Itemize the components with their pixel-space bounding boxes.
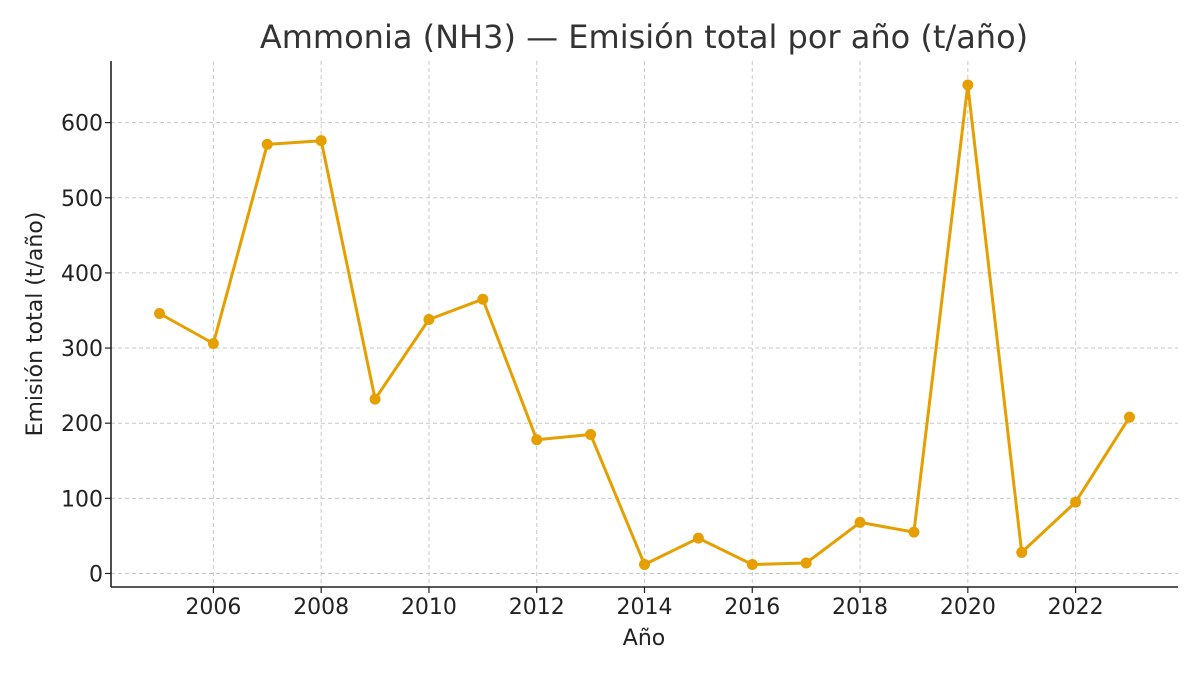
chart-title: Ammonia (NH3) — Emisión total por año (t… bbox=[260, 18, 1028, 56]
y-tick-label: 100 bbox=[61, 487, 103, 512]
x-tick-label: 2022 bbox=[1048, 595, 1104, 620]
y-tick-label: 400 bbox=[61, 262, 103, 287]
x-tick-label: 2020 bbox=[940, 595, 996, 620]
data-point bbox=[854, 516, 866, 528]
data-point bbox=[531, 434, 543, 446]
y-tick-label: 500 bbox=[61, 187, 103, 212]
x-tick-label: 2016 bbox=[724, 595, 780, 620]
data-point bbox=[423, 313, 435, 325]
data-point bbox=[154, 307, 165, 319]
x-tick-label: 2012 bbox=[509, 595, 565, 620]
data-point bbox=[1124, 411, 1135, 423]
series bbox=[154, 79, 1135, 570]
y-tick-label: 300 bbox=[61, 337, 103, 362]
grid bbox=[111, 61, 1178, 587]
x-tick-label: 2018 bbox=[832, 595, 888, 620]
data-point bbox=[261, 138, 273, 150]
data-point bbox=[639, 558, 650, 570]
data-point bbox=[908, 526, 920, 538]
y-tick-label: 200 bbox=[61, 412, 103, 437]
data-point bbox=[585, 428, 597, 440]
tick-labels: 2006 2008 2010 2012 2014 2016 2018 2020 2022 0 100… bbox=[61, 112, 1104, 620]
data-point bbox=[1070, 496, 1082, 508]
x-axis-label: Año bbox=[623, 626, 665, 651]
data-point bbox=[207, 338, 219, 350]
data-point bbox=[1016, 546, 1028, 558]
x-tick-label: 2008 bbox=[293, 595, 349, 620]
data-point bbox=[962, 79, 974, 91]
y-axis-label: Emisión total (t/año) bbox=[23, 212, 48, 437]
data-point bbox=[369, 393, 381, 405]
x-tick-label: 2014 bbox=[617, 595, 673, 620]
data-point bbox=[315, 135, 327, 147]
data-point bbox=[800, 557, 812, 569]
x-tick-label: 2010 bbox=[401, 595, 457, 620]
data-point bbox=[746, 558, 758, 570]
data-point bbox=[692, 532, 704, 544]
y-tick-label: 0 bbox=[89, 562, 103, 587]
x-tick-label: 2006 bbox=[185, 595, 241, 620]
series-line bbox=[158, 83, 1131, 566]
data-point bbox=[477, 293, 489, 305]
y-tick-label: 600 bbox=[61, 112, 103, 137]
